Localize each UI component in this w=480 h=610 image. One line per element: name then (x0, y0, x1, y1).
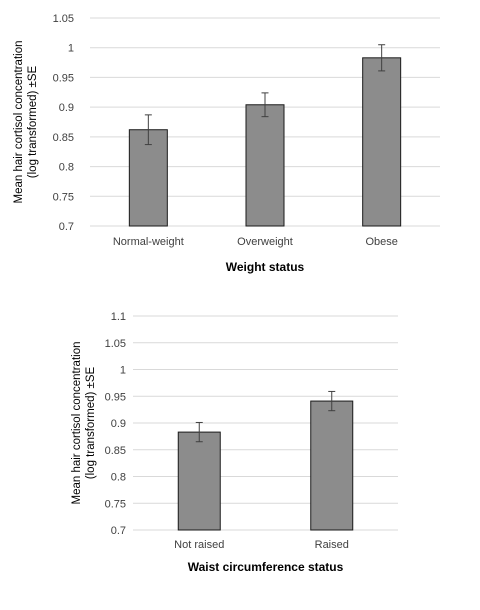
y-tick-label: 1 (68, 43, 74, 55)
y-axis-title-line: (log transformed) ±SE (27, 65, 39, 178)
error-bar (144, 114, 152, 146)
x-axis-title: Weight status (226, 260, 305, 274)
y-tick-label: 0.7 (111, 525, 126, 537)
y-tick-label: 0.7 (59, 221, 74, 233)
error-bar (378, 44, 386, 72)
y-tick-label: 0.85 (105, 445, 126, 457)
chart-2: 0.7 0.75 0.8 0.85 0.9 0.95 1 1.05 1.1 Not raised R… (71, 311, 398, 574)
y-tick-label: 0.8 (59, 162, 74, 174)
y-tick-label: 0.95 (105, 391, 126, 403)
y-tick-label: 0.9 (59, 102, 74, 114)
bar-obese (362, 57, 402, 227)
category-label: Overweight (237, 236, 293, 248)
y-tick-label: 1.05 (105, 338, 126, 350)
category-label: Not raised (174, 539, 224, 551)
bar-not-raised (177, 431, 221, 531)
category-label: Raised (315, 539, 349, 551)
y-axis-title-line: Mean hair cortisol concentration (71, 342, 83, 505)
y-tick-label: 0.75 (53, 191, 74, 203)
y-axis-title-line: (log transformed) ±SE (85, 366, 97, 479)
category-label: Normal-weight (113, 236, 184, 248)
y-axis-title: Mean hair cortisol concentration (log tra… (71, 342, 97, 505)
chart-1: 0.7 0.75 0.8 0.85 0.9 0.95 1 1.05 Normal-weight O… (13, 13, 440, 274)
bar-overweight (245, 104, 285, 227)
error-bar (328, 390, 336, 412)
y-tick-label: 1 (120, 365, 126, 377)
error-bar (261, 92, 269, 118)
category-label: Obese (365, 236, 397, 248)
bar-raised (310, 400, 354, 531)
y-tick-label: 1.1 (111, 311, 126, 323)
y-tick-label: 0.9 (111, 418, 126, 430)
y-axis-title-line: Mean hair cortisol concentration (13, 41, 25, 204)
x-axis-title: Waist circumference status (188, 560, 344, 574)
y-tick-label: 0.85 (53, 132, 74, 144)
bar-normal-weight (128, 129, 168, 227)
y-tick-label: 1.05 (53, 13, 74, 25)
y-tick-label: 0.95 (53, 72, 74, 84)
error-bar (195, 421, 203, 443)
y-tick-label: 0.75 (105, 498, 126, 510)
y-axis-title: Mean hair cortisol concentration (log tra… (13, 41, 39, 204)
y-tick-label: 0.8 (111, 472, 126, 484)
